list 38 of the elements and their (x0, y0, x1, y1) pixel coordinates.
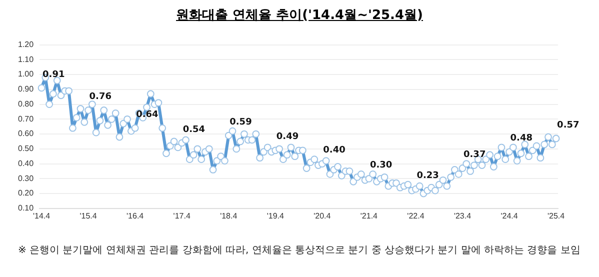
x-tick-label: '14.4 (32, 211, 51, 220)
annotation: 0.23 (416, 170, 439, 181)
annotation: 0.91 (42, 70, 65, 80)
x-tick-label: '15.4 (80, 211, 98, 220)
x-tick-label: '21.4 (360, 211, 378, 220)
x-tick-label: '17.4 (173, 211, 191, 220)
x-tick-label: '25.4 (547, 211, 566, 220)
y-tick-label: 1.20 (18, 40, 34, 50)
x-tick-label: '19.4 (266, 211, 284, 220)
x-tick-label: '16.4 (126, 211, 144, 220)
annotation: 0.57 (557, 120, 580, 130)
annotation: 0.49 (276, 132, 299, 142)
text: ※ 은행이 분기말에 연체채권 관리를 강화함에 따라, 연체율은 통상적으로 분기 중 상승했다가 분기 말에 하락하는 경향을 보임 (18, 244, 580, 257)
x-tick-label: '24.4 (500, 211, 518, 220)
y-tick-label: 0.50 (18, 144, 34, 154)
x-tick-label: '23.4 (454, 211, 472, 220)
y-tick-label: 0.40 (18, 158, 34, 168)
chart-title: 원화대출 연체율 추이('14.4월~'25.4월) (175, 7, 424, 24)
x-tick-label: '22.4 (407, 211, 425, 220)
y-tick-label: 0.20 (18, 188, 34, 198)
y-tick-label: 1.10 (18, 54, 34, 64)
annotation: 0.76 (89, 92, 112, 102)
x-tick-label: '18.4 (220, 211, 238, 220)
y-tick-label: 0.10 (18, 204, 34, 213)
y-tick-label: 0.60 (18, 129, 34, 138)
annotation: 0.54 (182, 124, 206, 135)
annotation: 0.48 (510, 134, 532, 144)
y-tick-label: 0.80 (18, 99, 34, 108)
annotation: 0.40 (323, 146, 346, 156)
x-tick-label: '20.4 (314, 211, 332, 220)
annotation: 0.59 (230, 117, 252, 128)
annotation: 0.64 (136, 110, 158, 120)
annotation: 0.30 (370, 160, 392, 170)
y-tick-label: 0.70 (18, 114, 34, 124)
y-tick-label: 0.30 (18, 174, 34, 183)
y-tick-label: 1.00 (18, 70, 34, 79)
y-tick-label: 0.90 (18, 84, 34, 94)
annotation: 0.37 (464, 150, 486, 160)
